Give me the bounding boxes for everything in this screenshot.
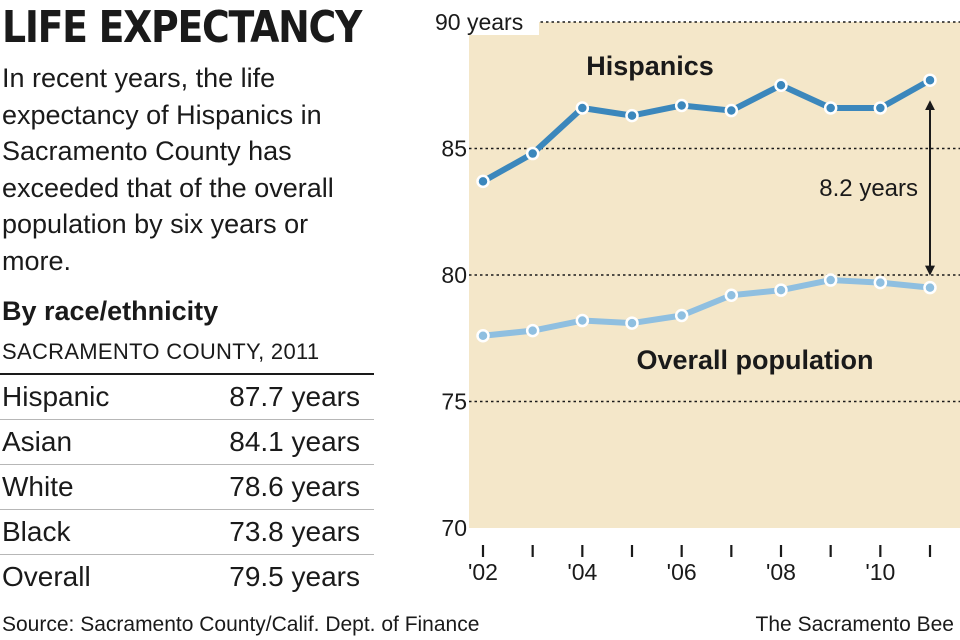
table-heading: By race/ethnicity bbox=[2, 296, 219, 326]
data-point-overall bbox=[724, 288, 739, 302]
data-point-hispanics bbox=[724, 103, 739, 118]
group-value: 84.1 years bbox=[170, 419, 374, 465]
group-label: Asian bbox=[0, 419, 171, 465]
ethnicity-table: Hispanic 87.7 years Asian 84.1 years Whi… bbox=[0, 373, 374, 599]
x-tick-label: '04 bbox=[567, 559, 597, 585]
data-point-hispanics bbox=[476, 174, 490, 189]
data-point-hispanics bbox=[774, 78, 788, 92]
y-tick-label: 70 bbox=[441, 515, 467, 541]
group-label: Overall bbox=[2, 561, 91, 592]
life-expectancy-chart: 70 75 80 85 90 years '02 '04 '06 '08 '10 Hispanics… bbox=[435, 9, 960, 585]
series-label-overall: Overall population bbox=[636, 345, 873, 375]
table-row: Overall 79.5 years bbox=[0, 555, 374, 600]
group-label: Hispanic bbox=[0, 374, 171, 420]
table-subheading: SACRAMENTO COUNTY, 2011 bbox=[2, 339, 320, 364]
table-row: Black 73.8 years bbox=[0, 509, 374, 555]
data-point-overall bbox=[476, 328, 490, 343]
group-label: White bbox=[0, 464, 171, 510]
y-tick-label: 80 bbox=[441, 262, 467, 288]
series-line-hispanics bbox=[480, 77, 933, 185]
data-point-hispanics bbox=[674, 98, 689, 113]
y-tick-label: 75 bbox=[441, 389, 467, 415]
group-value: 79.5 years bbox=[229, 561, 360, 592]
x-tick-label: '08 bbox=[766, 559, 796, 585]
data-point-hispanics bbox=[873, 101, 888, 115]
table-row: White 78.6 years bbox=[0, 464, 374, 510]
table-row: Asian 84.1 years bbox=[0, 419, 374, 465]
data-point-overall bbox=[625, 316, 639, 330]
group-value: 78.6 years bbox=[170, 464, 374, 510]
series-line-overall bbox=[480, 277, 933, 339]
group-label: Black bbox=[0, 509, 171, 555]
group-value: 73.8 years bbox=[170, 509, 374, 555]
data-point-overall bbox=[823, 273, 838, 287]
difference-label: 8.2 years bbox=[819, 175, 918, 202]
table-row: Hispanic 87.7 years bbox=[0, 374, 374, 420]
credit-note: The Sacramento Bee bbox=[755, 613, 954, 636]
data-point-hispanics bbox=[625, 108, 639, 123]
series-label-hispanics: Hispanics bbox=[586, 51, 714, 81]
page-title: LIFE EXPECTANCY bbox=[2, 2, 362, 53]
y-tick-label: 85 bbox=[441, 136, 467, 162]
data-point-overall bbox=[873, 275, 888, 290]
y-tick-label: 90 years bbox=[435, 9, 523, 35]
data-point-hispanics bbox=[923, 73, 937, 87]
x-tick-label: '06 bbox=[667, 559, 697, 585]
data-point-hispanics bbox=[823, 101, 838, 115]
data-point-overall bbox=[525, 323, 540, 338]
data-point-hispanics bbox=[525, 146, 540, 161]
source-note: Source: Sacramento County/Calif. Dept. o… bbox=[2, 613, 480, 636]
group-value: 87.7 years bbox=[170, 374, 374, 420]
data-point-overall bbox=[774, 283, 788, 297]
data-point-overall bbox=[674, 308, 689, 323]
intro-text: In recent years, the life expectancy of … bbox=[2, 63, 334, 276]
label-mask bbox=[435, 9, 539, 35]
data-point-overall bbox=[575, 313, 590, 328]
x-tick-label: '02 bbox=[468, 559, 498, 585]
data-point-overall bbox=[923, 280, 937, 295]
data-point-hispanics bbox=[575, 101, 590, 115]
x-tick-label: '10 bbox=[865, 559, 895, 585]
